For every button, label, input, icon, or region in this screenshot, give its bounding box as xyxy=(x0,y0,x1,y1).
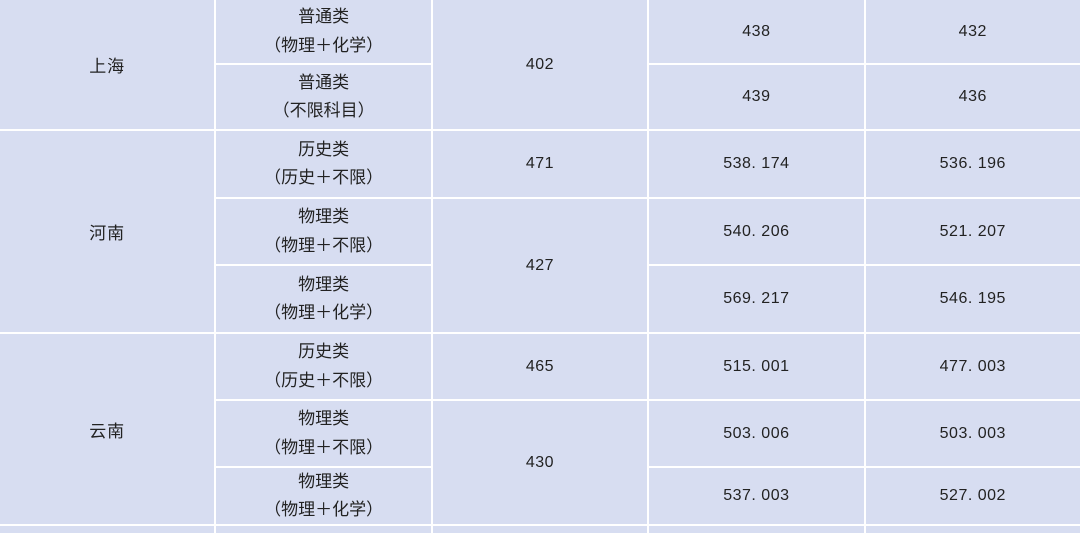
table-row: 物理类 （物理＋不限） 427 540. 206 521. 207 xyxy=(0,197,1080,334)
score-cell: 546. 195 xyxy=(863,264,1080,334)
score-cell: 569. 217 xyxy=(647,264,866,334)
category-cell: 普通类 （不限科目） xyxy=(214,63,433,131)
control-line-cell: 402 xyxy=(430,0,650,131)
table-row: 物理类 （物理＋化学） 537. 003 527. 002 xyxy=(0,465,1080,527)
score-cell: 503. 003 xyxy=(863,399,1080,468)
score-cell: 436 xyxy=(863,63,1080,131)
category-cell: 历史类 （历史＋不限） xyxy=(214,332,433,401)
score-cell: 527. 002 xyxy=(863,465,1080,527)
control-line-cell: 430 xyxy=(430,398,650,527)
table-row: 上海 普通类 （物理＋化学） 402 438 432 xyxy=(0,0,1080,131)
table-row-partial xyxy=(0,524,1080,533)
category-cell: 物理类 （物理＋化学） xyxy=(214,264,433,334)
province-cell-shanghai: 上海 xyxy=(0,0,217,131)
empty-cell xyxy=(0,524,217,533)
category-cell: 历史类 （历史＋不限） xyxy=(214,129,433,199)
score-cell: 503. 006 xyxy=(647,399,866,468)
table-row: 河南 历史类 （历史＋不限） 471 538. 174 536. 196 xyxy=(0,129,1080,334)
score-cell: 438 xyxy=(647,0,866,65)
control-line-cell: 465 xyxy=(430,332,650,401)
table-row: 普通类 （不限科目） 439 436 xyxy=(0,63,1080,131)
score-cell: 536. 196 xyxy=(863,129,1080,199)
table-row: 云南 历史类 （历史＋不限） 465 515. 001 477. 003 xyxy=(0,331,1080,527)
category-cell: 物理类 （物理＋化学） xyxy=(214,465,433,527)
table-row: 物理类 （物理＋化学） 569. 217 546. 195 xyxy=(0,264,1080,334)
table-row: 物理类 （物理＋不限） 430 503. 006 503. 003 xyxy=(0,398,1080,527)
empty-cell xyxy=(214,524,433,533)
score-cell: 515. 001 xyxy=(647,332,866,401)
score-cell: 439 xyxy=(647,63,866,131)
province-cell-yunnan: 云南 xyxy=(0,331,217,527)
control-line-cell: 427 xyxy=(430,197,650,334)
score-cell: 540. 206 xyxy=(647,197,866,266)
score-cell: 537. 003 xyxy=(647,465,866,527)
category-cell: 普通类 （物理＋化学） xyxy=(214,0,433,65)
control-line-cell: 471 xyxy=(430,129,650,199)
category-cell: 物理类 （物理＋不限） xyxy=(214,197,433,266)
empty-cell xyxy=(430,524,650,533)
province-cell-henan: 河南 xyxy=(0,129,217,334)
empty-cell xyxy=(647,524,866,533)
score-cell: 521. 207 xyxy=(863,197,1080,266)
category-cell: 物理类 （物理＋不限） xyxy=(214,399,433,468)
score-cell: 432 xyxy=(863,0,1080,65)
empty-cell xyxy=(863,524,1080,533)
score-cell: 477. 003 xyxy=(863,332,1080,401)
score-cell: 538. 174 xyxy=(647,129,866,199)
